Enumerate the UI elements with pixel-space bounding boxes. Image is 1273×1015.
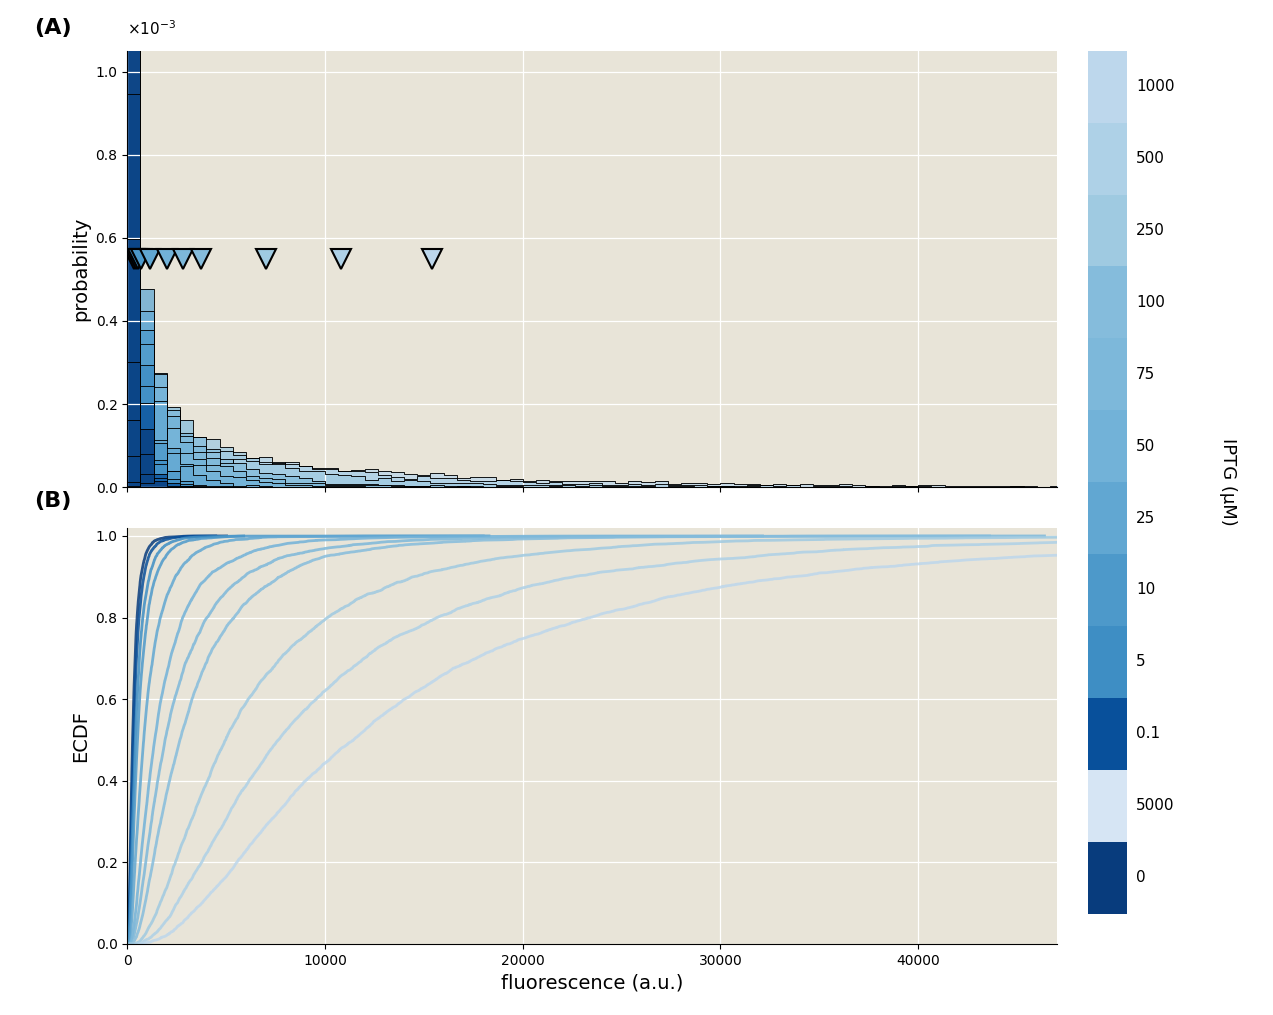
Text: 75: 75 bbox=[1137, 366, 1156, 382]
Text: 25: 25 bbox=[1137, 511, 1156, 526]
Bar bbox=[1088, 123, 1127, 195]
X-axis label: fluorescence (a.u.): fluorescence (a.u.) bbox=[500, 973, 684, 993]
Y-axis label: ECDF: ECDF bbox=[71, 709, 90, 762]
Bar bbox=[1088, 267, 1127, 338]
Text: 500: 500 bbox=[1137, 151, 1165, 166]
Bar bbox=[1088, 195, 1127, 267]
Bar bbox=[1088, 626, 1127, 698]
Bar bbox=[1088, 51, 1127, 123]
Text: IPTG (μM): IPTG (μM) bbox=[1220, 438, 1237, 526]
Text: 10: 10 bbox=[1137, 583, 1156, 598]
Text: 1000: 1000 bbox=[1137, 79, 1175, 94]
Bar bbox=[1088, 769, 1127, 841]
Text: 250: 250 bbox=[1137, 223, 1165, 238]
Text: (B): (B) bbox=[34, 491, 71, 512]
Y-axis label: probability: probability bbox=[71, 217, 90, 321]
Text: 0: 0 bbox=[1137, 870, 1146, 885]
Text: (A): (A) bbox=[34, 17, 73, 38]
Text: $\times10^{-3}$: $\times10^{-3}$ bbox=[127, 19, 177, 38]
Text: 0.1: 0.1 bbox=[1137, 727, 1160, 741]
Bar bbox=[1088, 554, 1127, 626]
Bar bbox=[1088, 698, 1127, 769]
Bar bbox=[1088, 482, 1127, 554]
Text: 100: 100 bbox=[1137, 295, 1165, 310]
Bar bbox=[1088, 841, 1127, 914]
Text: 50: 50 bbox=[1137, 438, 1156, 454]
Text: 5000: 5000 bbox=[1137, 798, 1175, 813]
Text: 5: 5 bbox=[1137, 655, 1146, 669]
Bar bbox=[1088, 338, 1127, 410]
Bar bbox=[1088, 410, 1127, 482]
